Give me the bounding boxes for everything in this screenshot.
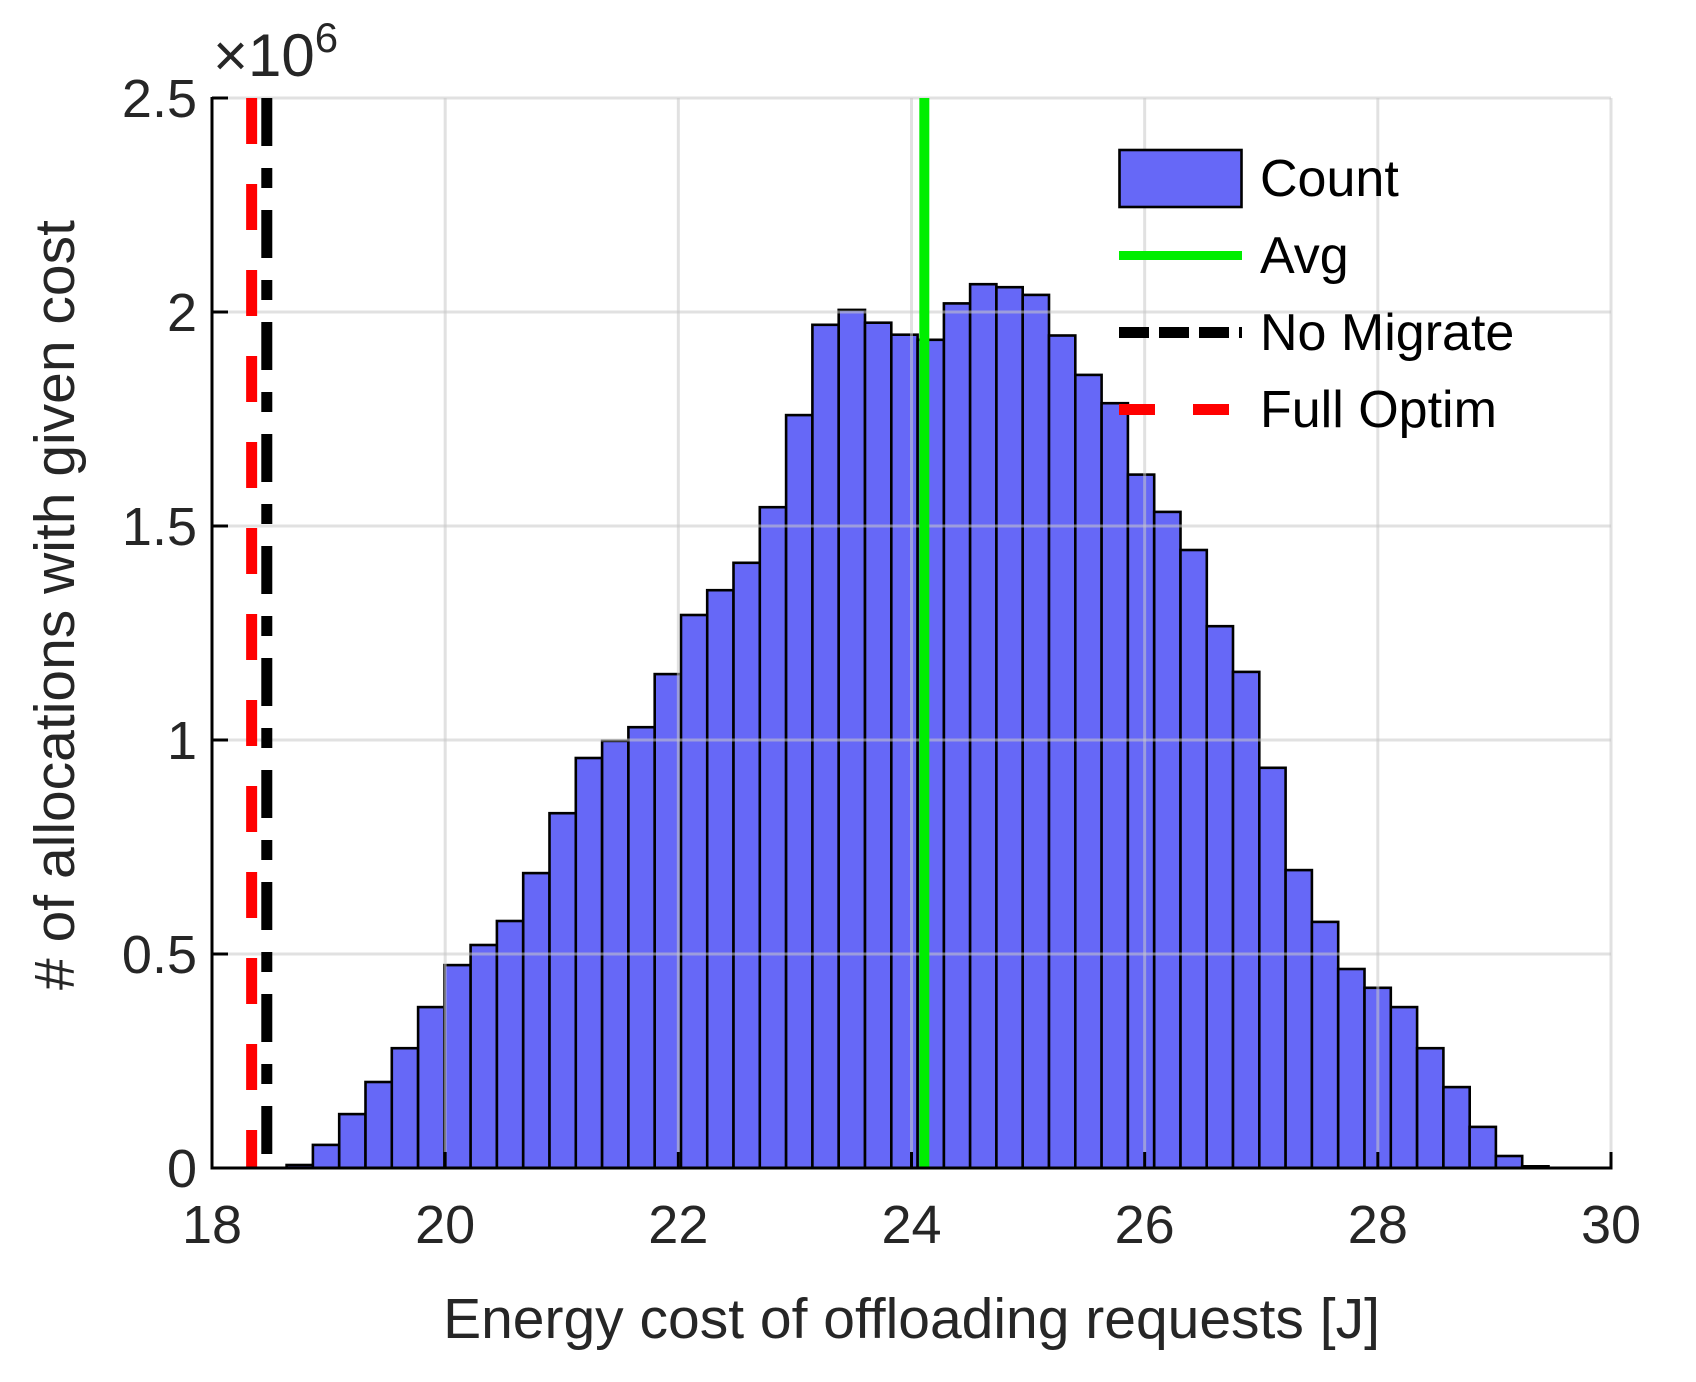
histogram-bar <box>548 811 578 1170</box>
y-tick-label: 2.5 <box>122 69 197 129</box>
histogram-bar <box>811 323 841 1170</box>
legend-label-no-migrate: No Migrate <box>1260 303 1515 362</box>
legend-patch <box>1118 148 1243 209</box>
legend-entry-count: Count <box>1118 140 1514 217</box>
y-tick-label: 1.5 <box>122 497 197 557</box>
legend-sample-full-optim-line <box>1119 404 1242 415</box>
y-tick-label: 0 <box>167 1139 197 1199</box>
histogram-bar <box>679 613 709 1170</box>
histogram-bar <box>1179 548 1209 1170</box>
histogram-bar <box>1389 1005 1419 1170</box>
histogram-bar <box>1126 473 1156 1170</box>
histogram-bar <box>627 725 657 1170</box>
histogram-bar <box>1468 1125 1498 1170</box>
x-tick-label: 30 <box>1581 1195 1641 1255</box>
histogram-bar <box>705 588 735 1170</box>
histogram-bar <box>1021 293 1051 1170</box>
histogram-bar <box>1310 920 1340 1170</box>
gridlines <box>212 96 1613 1168</box>
histogram-bar <box>521 871 551 1170</box>
legend-sample-no-migrate-line <box>1119 327 1242 338</box>
histogram-bar <box>337 1112 367 1170</box>
histogram-bar <box>1258 766 1287 1170</box>
x-tick-label: 28 <box>1348 1195 1408 1255</box>
histogram-bar <box>574 756 604 1170</box>
y-tick-label: 0.5 <box>122 925 197 985</box>
histogram-bar <box>1100 401 1130 1170</box>
y-tick-label: 2 <box>167 283 197 343</box>
offset-exponent: 6 <box>314 14 339 61</box>
legend-sample-count-patch <box>1118 148 1243 209</box>
histogram-bar <box>942 302 972 1170</box>
histogram-bar <box>758 505 788 1170</box>
y-tick-label: 1 <box>167 711 197 771</box>
histogram-bar <box>469 943 499 1170</box>
histogram-bar <box>863 321 893 1170</box>
x-axis-label: Energy cost of offloading requests [J] <box>443 1287 1380 1351</box>
x-tick-label: 20 <box>415 1195 475 1255</box>
histogram-bar <box>1074 373 1103 1170</box>
y-axis-offset-label: ×106 <box>213 14 338 90</box>
histogram-bar <box>1205 624 1235 1170</box>
histogram-bar <box>995 285 1025 1170</box>
histogram-bar <box>1152 510 1182 1170</box>
legend-entry-avg: Avg <box>1118 217 1514 294</box>
histogram-bar <box>1494 1154 1524 1170</box>
histogram-bar <box>416 1005 446 1170</box>
histogram-bar <box>1284 868 1314 1170</box>
x-tick-label: 22 <box>648 1195 708 1255</box>
axes <box>210 96 1613 1170</box>
histogram-bar <box>443 963 472 1170</box>
histogram-bar <box>311 1143 341 1170</box>
legend-sample-avg-line <box>1119 251 1242 260</box>
histogram-bar <box>889 333 919 1170</box>
y-axis-label: # of allocations with given cost <box>23 220 87 990</box>
tick-labels: 18 20 22 24 26 28 30 0 0.5 1 1.5 2 2.5 <box>122 69 1641 1255</box>
x-tick-label: 26 <box>1115 1195 1175 1255</box>
legend-entry-full-optim: Full Optim <box>1118 371 1514 448</box>
legend: Count Avg No Migrate Full Optim <box>1118 140 1514 448</box>
histogram-bar <box>1415 1046 1445 1170</box>
histogram-bar <box>1442 1085 1472 1170</box>
histogram-bar <box>784 413 814 1170</box>
x-tick-label: 24 <box>881 1195 941 1255</box>
histogram-bar <box>364 1080 394 1170</box>
histogram-bar <box>1336 967 1366 1170</box>
histogram-bar <box>968 282 998 1170</box>
histogram-bar <box>732 561 762 1170</box>
histogram-bar <box>1047 334 1077 1170</box>
histogram-bar <box>1231 670 1261 1170</box>
histogram-bar <box>495 919 525 1170</box>
legend-label-avg: Avg <box>1260 226 1349 285</box>
offset-multiplier: ×10 <box>213 22 315 89</box>
legend-label-full-optim: Full Optim <box>1260 380 1497 439</box>
legend-label-count: Count <box>1260 149 1399 208</box>
histogram-bar <box>390 1046 420 1170</box>
legend-entry-no-migrate: No Migrate <box>1118 294 1514 371</box>
x-tick-label: 18 <box>182 1195 242 1255</box>
